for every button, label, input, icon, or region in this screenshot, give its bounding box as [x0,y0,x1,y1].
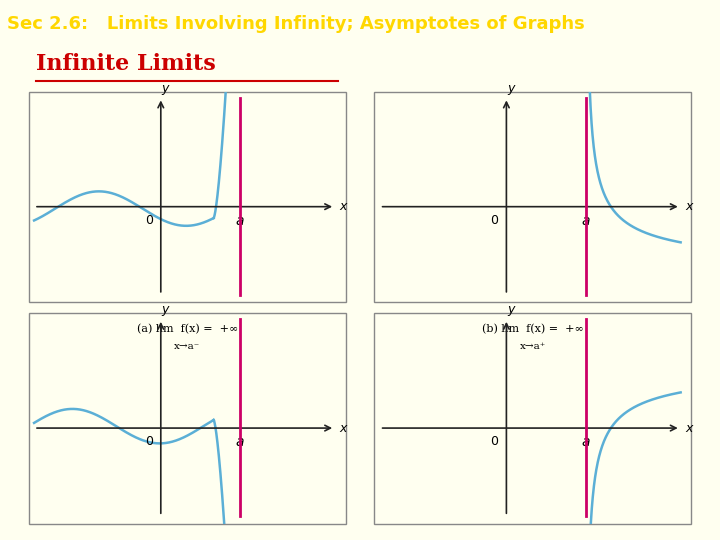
Text: a: a [235,213,244,227]
Text: 0: 0 [490,435,498,448]
Text: a: a [235,435,244,449]
Text: x: x [685,422,692,435]
Text: Sec 2.6:   Limits Involving Infinity; Asymptotes of Graphs: Sec 2.6: Limits Involving Infinity; Asym… [7,15,585,33]
Text: a: a [581,435,590,449]
Text: x→a⁻: x→a⁻ [174,342,200,352]
Text: y: y [507,82,514,95]
Text: x: x [339,422,346,435]
Text: y: y [161,303,168,316]
Text: (a) lim  f(x) =  +∞: (a) lim f(x) = +∞ [137,323,238,334]
Text: 0: 0 [145,213,153,227]
Text: y: y [507,303,514,316]
Text: Infinite Limits: Infinite Limits [36,53,216,76]
Text: x: x [685,200,692,213]
Text: 0: 0 [490,213,498,227]
Text: x→a⁺: x→a⁺ [520,342,546,352]
Text: 0: 0 [145,435,153,448]
Text: x: x [339,200,346,213]
Text: a: a [581,213,590,227]
Text: (b) lim  f(x) =  +∞: (b) lim f(x) = +∞ [482,323,584,334]
Text: y: y [161,82,168,95]
